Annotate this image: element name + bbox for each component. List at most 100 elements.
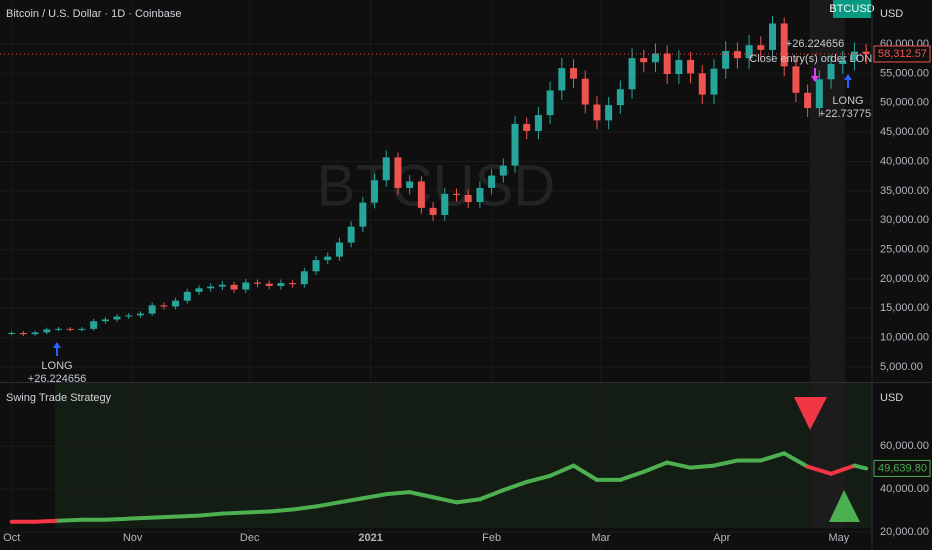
exit-arrow bbox=[811, 68, 819, 82]
strategy-pane bbox=[0, 383, 872, 548]
sell-signal bbox=[794, 397, 827, 430]
candle-body bbox=[850, 51, 858, 61]
candle-body bbox=[160, 305, 168, 307]
currency[interactable]: USD bbox=[880, 8, 903, 20]
y-tick-label: 5,000.00 bbox=[880, 361, 923, 373]
equity-segment bbox=[126, 515, 155, 521]
candle-body bbox=[452, 193, 460, 195]
candle-body bbox=[570, 68, 578, 79]
candle-body bbox=[19, 332, 27, 335]
equity-segment bbox=[337, 496, 365, 505]
equity-segment bbox=[384, 490, 412, 497]
equity-segment bbox=[220, 510, 248, 516]
trade-label: Close entry(s) order LONG bbox=[749, 53, 880, 65]
y-tick-label: 30,000.00 bbox=[880, 214, 929, 226]
long-shade bbox=[55, 383, 810, 528]
candle-body bbox=[417, 181, 425, 208]
candle-body bbox=[839, 60, 847, 65]
axes: Oct Nov Dec 2021 Feb Mar Apr May 5,000.00 10,000.… bbox=[3, 0, 931, 544]
candle-body bbox=[31, 332, 39, 335]
candle-body bbox=[757, 45, 765, 50]
equity-segment bbox=[641, 460, 670, 474]
candle-body bbox=[359, 202, 367, 227]
candle-body bbox=[371, 180, 379, 203]
x-tick-label: Feb bbox=[482, 532, 501, 544]
equity-segment bbox=[56, 517, 84, 523]
candle-body bbox=[792, 66, 800, 93]
y-tick-label: 55,000.00 bbox=[880, 67, 929, 79]
equity-segment bbox=[196, 511, 225, 518]
y-tick-label: 20,000.00 bbox=[880, 526, 929, 538]
equity-segment bbox=[524, 473, 553, 484]
last-value-box bbox=[873, 459, 931, 477]
candle-body bbox=[698, 73, 706, 95]
candle-body bbox=[745, 45, 753, 59]
last-price-label: 58,312.57 bbox=[878, 48, 927, 60]
equity-segment bbox=[314, 500, 342, 509]
candle-body bbox=[265, 283, 273, 286]
equity-segment bbox=[267, 507, 295, 514]
candle-body bbox=[78, 328, 86, 330]
trade-label: +26.224656 bbox=[28, 373, 86, 385]
equity-segment bbox=[829, 463, 857, 476]
candle-body bbox=[733, 51, 741, 59]
candle-body bbox=[476, 187, 484, 203]
candle-body bbox=[605, 105, 613, 121]
candle-body bbox=[780, 23, 788, 67]
candle-body bbox=[101, 319, 109, 322]
candle-body bbox=[581, 78, 589, 105]
candle-body bbox=[862, 51, 870, 54]
candle-body bbox=[593, 104, 601, 121]
x-tick-label: Nov bbox=[123, 532, 143, 544]
equity-segment bbox=[758, 451, 787, 463]
candle-body bbox=[675, 59, 683, 74]
candle-body bbox=[8, 332, 16, 334]
candle-body bbox=[347, 226, 355, 243]
x-tick-label: Apr bbox=[713, 532, 730, 544]
equity-segment bbox=[103, 516, 131, 522]
candle-body bbox=[827, 64, 835, 80]
y-tick-label: 20,000.00 bbox=[880, 273, 929, 285]
x-tick-label: Oct bbox=[3, 532, 20, 544]
last-price-box bbox=[873, 45, 931, 63]
candle-body bbox=[43, 329, 51, 333]
equity-segment bbox=[407, 490, 436, 500]
entry-arrow bbox=[844, 74, 852, 88]
candle-body bbox=[804, 92, 812, 109]
y-tick-label: 45,000.00 bbox=[880, 126, 929, 138]
candle-body bbox=[628, 58, 636, 90]
equity-segment bbox=[501, 479, 529, 493]
candle-body bbox=[172, 300, 180, 307]
candle-body bbox=[195, 288, 203, 292]
candle-body bbox=[148, 305, 156, 314]
candle-body bbox=[640, 58, 648, 63]
candle-body bbox=[616, 89, 624, 106]
y-tick-label: 50,000.00 bbox=[880, 97, 929, 109]
last-value-label: 49,639.80 bbox=[878, 462, 927, 474]
equity-segment bbox=[688, 463, 716, 470]
y-tick-label: 60,000.00 bbox=[880, 440, 929, 452]
trade-label: LONG bbox=[832, 95, 863, 107]
candle-body bbox=[218, 284, 226, 287]
currency[interactable]: USD bbox=[880, 392, 903, 404]
y-tick-label: 40,000.00 bbox=[880, 155, 929, 167]
equity-segment bbox=[782, 451, 810, 469]
candle-body bbox=[113, 316, 121, 320]
y-tick-label: 25,000.00 bbox=[880, 243, 929, 255]
candle-body bbox=[488, 175, 496, 188]
candle-body bbox=[651, 53, 659, 63]
x-tick-label: May bbox=[828, 532, 849, 544]
candle-body bbox=[687, 59, 695, 74]
equity-segment bbox=[431, 495, 459, 505]
x-tick-label: Dec bbox=[240, 532, 260, 544]
candle-body bbox=[277, 283, 285, 286]
indicator-title: Swing Trade Strategy bbox=[6, 392, 112, 404]
candle-body bbox=[523, 123, 531, 131]
equity-segment bbox=[711, 458, 740, 468]
x-tick-label: Mar bbox=[591, 532, 610, 544]
equity-segment bbox=[454, 497, 482, 505]
y-tick-label: 10,000.00 bbox=[880, 332, 929, 344]
equity-segment bbox=[548, 463, 576, 478]
